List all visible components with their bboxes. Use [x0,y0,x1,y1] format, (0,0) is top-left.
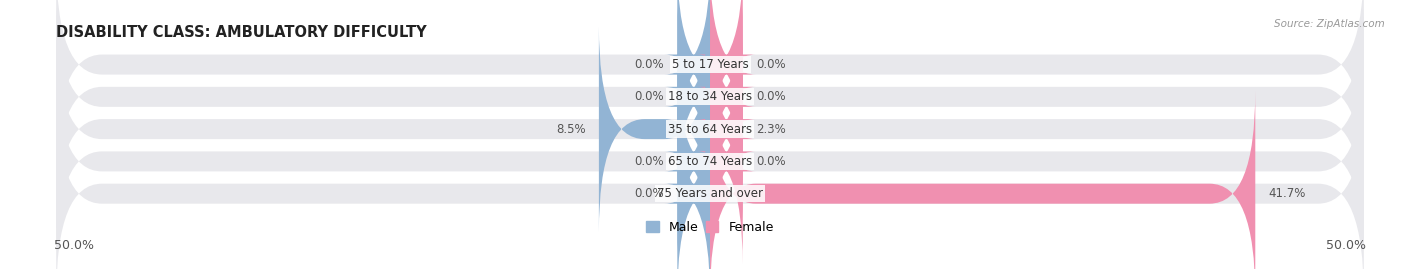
Text: 0.0%: 0.0% [634,58,664,71]
FancyBboxPatch shape [599,26,710,232]
FancyBboxPatch shape [697,58,756,264]
Text: Source: ZipAtlas.com: Source: ZipAtlas.com [1274,19,1385,29]
FancyBboxPatch shape [56,58,1364,264]
Text: 50.0%: 50.0% [53,239,94,252]
Text: DISABILITY CLASS: AMBULATORY DIFFICULTY: DISABILITY CLASS: AMBULATORY DIFFICULTY [56,25,427,40]
FancyBboxPatch shape [56,26,1364,232]
Text: 0.0%: 0.0% [634,155,664,168]
FancyBboxPatch shape [664,91,723,269]
FancyBboxPatch shape [664,58,723,264]
Text: 18 to 34 Years: 18 to 34 Years [668,90,752,103]
Text: 75 Years and over: 75 Years and over [657,187,763,200]
Text: 0.0%: 0.0% [756,155,786,168]
Legend: Male, Female: Male, Female [641,216,779,239]
Text: 2.3%: 2.3% [756,123,786,136]
FancyBboxPatch shape [664,0,723,200]
Text: 5 to 17 Years: 5 to 17 Years [672,58,748,71]
Text: 50.0%: 50.0% [1326,239,1367,252]
Text: 8.5%: 8.5% [557,123,586,136]
FancyBboxPatch shape [710,91,1256,269]
FancyBboxPatch shape [697,0,756,200]
Text: 65 to 74 Years: 65 to 74 Years [668,155,752,168]
Text: 0.0%: 0.0% [634,90,664,103]
FancyBboxPatch shape [664,0,723,168]
Text: 35 to 64 Years: 35 to 64 Years [668,123,752,136]
Text: 41.7%: 41.7% [1268,187,1306,200]
FancyBboxPatch shape [56,0,1364,200]
Text: 0.0%: 0.0% [756,90,786,103]
FancyBboxPatch shape [56,0,1364,168]
FancyBboxPatch shape [697,0,756,168]
Text: 0.0%: 0.0% [756,58,786,71]
FancyBboxPatch shape [697,26,756,232]
FancyBboxPatch shape [56,91,1364,269]
Text: 0.0%: 0.0% [634,187,664,200]
